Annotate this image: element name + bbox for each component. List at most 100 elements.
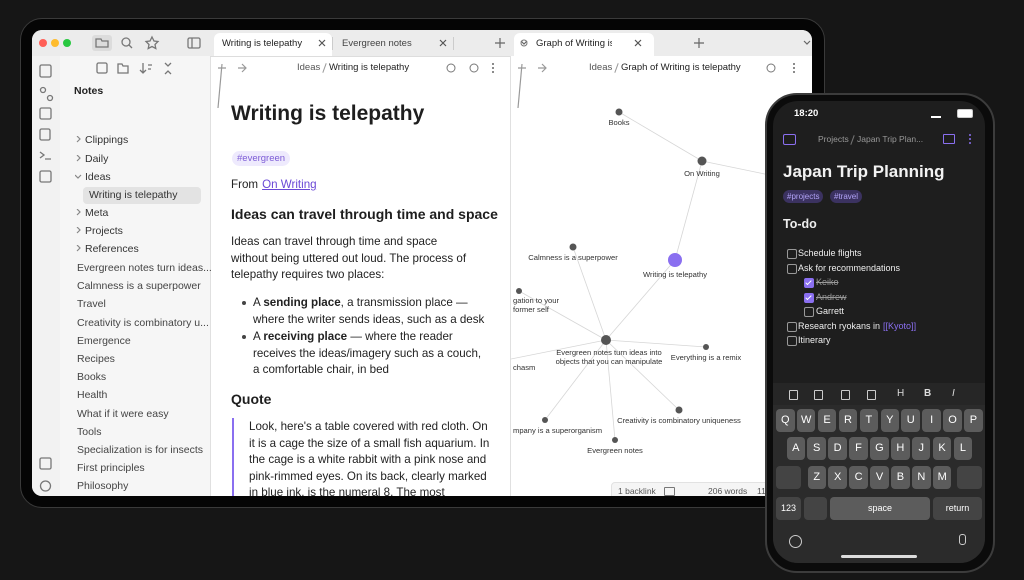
more-options[interactable] (969, 142, 971, 144)
copy-link[interactable] (766, 63, 776, 73)
more-options[interactable] (492, 67, 494, 69)
edit[interactable] (446, 63, 456, 73)
emoji-key[interactable] (804, 497, 827, 520)
checkbox[interactable] (787, 321, 797, 332)
graph-node[interactable] (612, 437, 618, 443)
checkbox[interactable] (787, 263, 797, 274)
key[interactable]: Y (880, 409, 900, 432)
toolbar-tag[interactable] (841, 390, 850, 400)
tab-list[interactable] (803, 40, 811, 45)
note[interactable]: Philosophy (77, 480, 129, 493)
key[interactable]: D (828, 437, 847, 460)
key[interactable]: V (870, 466, 889, 489)
key[interactable]: S (807, 437, 826, 460)
graph-node[interactable] (703, 344, 709, 350)
space-key[interactable]: space (830, 497, 930, 520)
format-button[interactable]: H (897, 388, 905, 399)
key[interactable]: L (953, 437, 973, 460)
key[interactable]: U (901, 409, 920, 432)
zoom-button[interactable] (63, 39, 71, 47)
folder[interactable]: References (85, 243, 139, 255)
key[interactable]: J (911, 437, 931, 460)
breadcrumb[interactable]: Graph of Writing is telepathy (621, 62, 741, 73)
graph-node[interactable] (569, 243, 577, 251)
note[interactable]: Health (77, 389, 108, 402)
folder[interactable]: Meta (85, 207, 109, 219)
graph-node[interactable] (615, 108, 623, 116)
tab-title[interactable]: Evergreen notes (342, 38, 412, 49)
graph-node[interactable] (601, 335, 611, 345)
dictation-key[interactable] (959, 534, 966, 545)
key[interactable]: B (891, 466, 910, 489)
return-key[interactable]: return (933, 497, 982, 520)
key[interactable]: T (859, 409, 879, 432)
key[interactable]: R (838, 409, 858, 432)
toolbar-attach[interactable] (867, 390, 876, 400)
more-options[interactable] (969, 134, 971, 136)
more-options[interactable] (793, 63, 795, 65)
bookmarks-icon[interactable] (144, 35, 160, 50)
numbers-key[interactable]: 123 (776, 497, 801, 520)
more-options[interactable] (492, 71, 494, 73)
note[interactable]: Recipes (77, 353, 115, 365)
delete-key[interactable] (957, 466, 982, 489)
close-tab[interactable] (634, 39, 642, 47)
key[interactable]: X (828, 466, 847, 489)
copy-link[interactable] (469, 63, 479, 73)
key[interactable]: Q (776, 409, 795, 432)
folder[interactable]: Daily (85, 153, 109, 165)
tab-title[interactable]: Graph of Writing is t (536, 38, 612, 49)
new-tab[interactable] (495, 38, 505, 48)
folder-chevron[interactable] (76, 245, 81, 252)
folder-chevron[interactable] (76, 136, 81, 143)
globe-key[interactable] (789, 535, 802, 548)
back[interactable] (217, 63, 226, 109)
key[interactable]: E (817, 409, 837, 432)
folder[interactable]: Projects (85, 225, 123, 237)
checkbox-checked[interactable] (804, 292, 814, 303)
forward[interactable] (238, 63, 247, 73)
shift-key[interactable] (776, 466, 801, 489)
reading-mode[interactable] (943, 134, 955, 144)
minimize-button[interactable] (51, 39, 59, 47)
more-options[interactable] (793, 67, 795, 69)
key[interactable]: F (849, 437, 868, 460)
folder[interactable]: Ideas (85, 171, 111, 183)
sidebar-toggle-icon[interactable] (187, 37, 201, 49)
sidebar-button[interactable] (783, 134, 796, 145)
graph-node[interactable] (675, 406, 683, 414)
key[interactable]: M (932, 466, 952, 489)
forward[interactable] (538, 63, 547, 73)
new-folder[interactable] (117, 63, 129, 74)
checkbox-checked[interactable] (804, 278, 814, 288)
graph-view[interactable] (39, 86, 47, 94)
key[interactable]: Z (807, 466, 827, 489)
daily-note[interactable] (39, 107, 52, 120)
from-link[interactable]: On Writing (262, 178, 317, 191)
tab-list[interactable] (520, 40, 528, 45)
graph-node[interactable] (542, 417, 548, 423)
key[interactable]: G (870, 437, 889, 460)
new-canvas[interactable] (39, 170, 52, 183)
note[interactable]: Evergreen notes turn ideas... (77, 262, 212, 274)
tag[interactable]: #travel (830, 190, 863, 203)
more-options[interactable] (492, 63, 494, 65)
close-tab[interactable] (318, 39, 326, 47)
graph-node[interactable] (697, 156, 707, 166)
folder-chevron[interactable] (76, 209, 81, 216)
change-sort-order[interactable] (139, 63, 152, 74)
key[interactable]: N (912, 466, 931, 489)
key[interactable]: A (786, 437, 806, 460)
toolbar-file[interactable] (814, 390, 823, 400)
graph-node[interactable] (516, 288, 522, 294)
tag[interactable]: #projects (783, 190, 824, 203)
folder-chevron[interactable] (76, 155, 81, 162)
note[interactable]: Creativity is combinatory u... (77, 316, 209, 329)
templates[interactable] (39, 128, 51, 141)
note[interactable]: What if it were easy (77, 407, 169, 420)
folder-chevron[interactable] (76, 227, 81, 234)
breadcrumb[interactable]: Japan Trip Plan... (857, 134, 924, 144)
note[interactable]: Books (77, 371, 107, 384)
breadcrumb[interactable]: Ideas (297, 62, 321, 73)
open-quick-switcher[interactable] (39, 64, 52, 78)
